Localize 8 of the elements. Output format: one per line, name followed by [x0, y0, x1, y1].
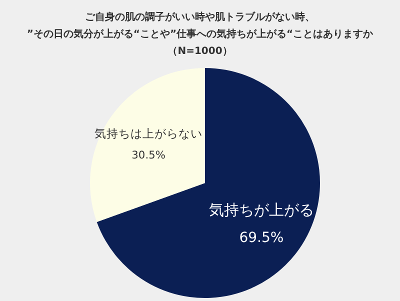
slice-label: 気持ちが上がる	[208, 201, 314, 220]
pie-slice	[96, 68, 320, 298]
chart-title: ご自身の肌の調子がいい時や肌トラブルがない時、”その日の気分が上がる“ことや”仕事への気持ちが上がる“ことはありますか	[26, 11, 374, 40]
chart-subtitle: （N=1000）	[168, 46, 232, 57]
pie-slice	[90, 68, 205, 222]
slice-label: 気持ちは上がらない	[94, 126, 203, 141]
data-label: 69.5%	[239, 230, 284, 246]
data-label: 30.5%	[132, 148, 166, 162]
